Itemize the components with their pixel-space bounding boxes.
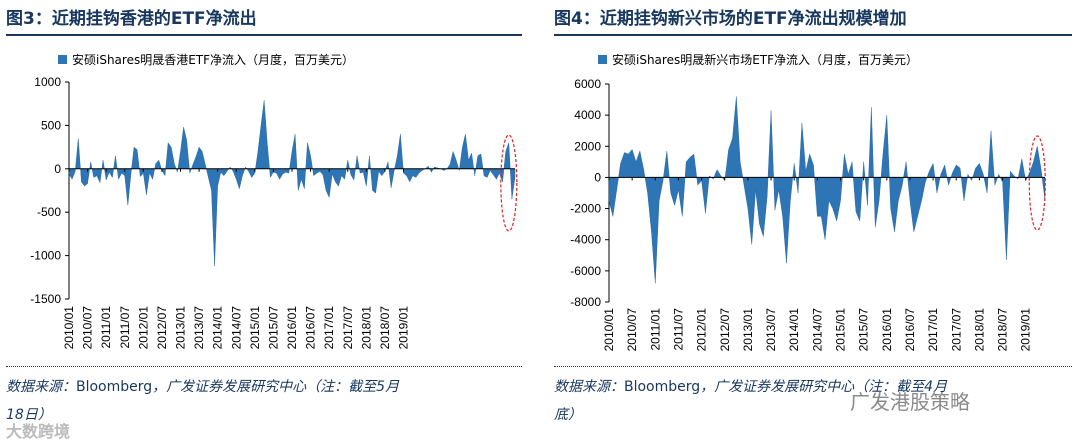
figure-3-area-series [68,100,516,267]
figure-3-source: 数据来源：Bloomberg，广发证券发展研究中心（注：截至5月 18日） [6,373,399,429]
figure-4-panel: 图4：近期挂钩新兴市场的ETF净流出规模增加 安硕iShares明晟新兴市场ET… [548,0,1080,447]
watermark-left: 大数跨境 [6,422,71,441]
figure-4-y-tick-label: -4000 [570,233,601,247]
figure-4-x-tick-label: 2012/01 [695,308,709,352]
figure-3-x-tick-label: 2014/01 [211,306,225,350]
figure-4-x-tick-label: 2011/01 [648,308,662,351]
figure-3-y-tick-label: -500 [37,205,61,219]
figure-3-source-label: 数据来源： [6,379,76,395]
figure-4-y-tick-label: 2000 [574,139,601,153]
figure-4-title: 图4：近期挂钩新兴市场的ETF净流出规模增加 [554,9,907,29]
figure-4-x-tick-label: 2014/07 [810,308,824,352]
figure-4-x-tick-label: 2010/01 [602,308,616,352]
figure-3-x-tick-label: 2011/01 [99,306,113,349]
figure-4-source-note-2: 底） [554,407,582,423]
figure-4-x-tick-label: 2016/07 [903,308,917,352]
figure-3-chart: 安硕iShares明晟香港ETF净流入（月度，百万美元） 1000 500 0 -500… [30,52,518,350]
watermark-right: 广发港股策略 [850,390,970,414]
figure-4-y-tick-label: -6000 [570,264,601,278]
figure-4-legend-swatch [598,55,607,64]
figure-4-x-tick-label: 2017/01 [926,308,940,352]
figure-4-title-rule [554,34,1072,36]
figure-3-y-tick-label: 0 [54,162,61,176]
figure-3-x-tick-label: 2018/07 [378,306,392,350]
figure-3-x-tick-label: 2014/07 [229,306,243,350]
figure-4-x-tick-label: 2010/07 [625,308,639,352]
figure-4-x-tick-label: 2011/07 [671,308,685,351]
figure-3-x-tick-label: 2015/07 [266,306,280,350]
figure-4-y-tick-label: 4000 [574,108,601,122]
figure-4-source-label: 数据来源： [554,379,624,395]
figure-3-x-tick-label: 2018/01 [359,306,373,350]
figure-4-y-tick-label: 6000 [574,77,601,91]
figure-3-source-note-2: 18日） [6,407,52,423]
figure-4-y-tick-label: 0 [594,170,601,184]
figure-3-x-tick-label: 2016/07 [304,306,318,350]
figure-4-x-tick-label: 2015/01 [834,308,848,352]
figure-4-x-tick-label: 2012/07 [718,308,732,352]
figure-4-x-tick-label: 2013/07 [764,308,778,352]
figure-4-source-note: ，广发证券发展研究中心（注：截至4月 [700,379,948,395]
figure-3-legend-label: 安硕iShares明晟香港ETF净流入（月度，百万美元） [72,52,354,67]
figure-4-x-tick-label: 2018/07 [996,308,1010,352]
figure-4-highlight-ellipse [1028,135,1046,231]
figure-4-y-tick-label: -8000 [570,295,601,309]
figure-4-x-tick-label: 2019/01 [1019,308,1033,352]
figure-4-source-name: Bloomberg [624,379,701,395]
figure-4-area-series [608,96,1046,284]
figure-3-y-tick-label: -1000 [30,249,61,263]
figure-3-y-tick-label: 1000 [34,75,61,89]
figure-3-source-name: Bloomberg [76,379,153,395]
figure-3-x-tick-label: 2017/01 [322,306,336,350]
figure-4-source-rule [554,366,1072,367]
figure-4-x-tick-label: 2018/01 [972,308,986,352]
figure-3-x-tick-label: 2012/01 [136,306,150,350]
figure-4-x-tick-label: 2017/07 [949,308,963,352]
figure-3-x-tick-label: 2013/07 [192,306,206,350]
figure-3-title-rule [6,34,522,36]
figure-4-x-tick-label: 2014/01 [787,308,801,352]
figure-3-x-tick-label: 2015/01 [248,306,262,350]
figure-4-x-tick-label: 2016/01 [880,308,894,352]
figure-4-chart: 安硕iShares明晟新兴市场ETF净流入（月度，百万美元） 6000 4000 20… [570,52,1046,352]
figure-4-source: 数据来源：Bloomberg，广发证券发展研究中心（注：截至4月 底） [554,373,947,429]
figure-3-highlight-ellipse [500,134,518,232]
figure-3-x-tick-label: 2010/01 [62,306,76,350]
figure-3-x-tick-label: 2019/01 [397,306,411,350]
figure-3-panel: 图3：近期挂钩香港的ETF净流出 安硕iShares明晟香港ETF净流入（月度，… [0,0,530,447]
figure-3-source-rule [6,366,522,367]
figure-3-x-tick-label: 2011/07 [118,306,132,349]
figure-4-x-tick-label: 2015/07 [857,308,871,352]
figure-3-y-tick-label: -1500 [30,292,61,306]
figure-3-x-tick-label: 2016/01 [285,306,299,350]
figure-3-source-note: ，广发证券发展研究中心（注：截至5月 [152,379,400,395]
figure-3-title: 图3：近期挂钩香港的ETF净流出 [6,9,257,29]
figure-3-x-tick-label: 2017/07 [341,306,355,350]
figure-4-y-tick-label: -2000 [570,202,601,216]
figure-3-x-tick-label: 2012/07 [155,306,169,350]
figure-4-x-tick-label: 2013/01 [741,308,755,352]
figure-3-legend-swatch [58,55,67,64]
figure-3-y-tick-label: 500 [41,118,61,132]
figure-3-x-tick-label: 2013/01 [174,306,188,350]
figure-3-x-tick-label: 2010/07 [81,306,95,350]
figure-4-legend-label: 安硕iShares明晟新兴市场ETF净流入（月度，百万美元） [612,52,918,67]
